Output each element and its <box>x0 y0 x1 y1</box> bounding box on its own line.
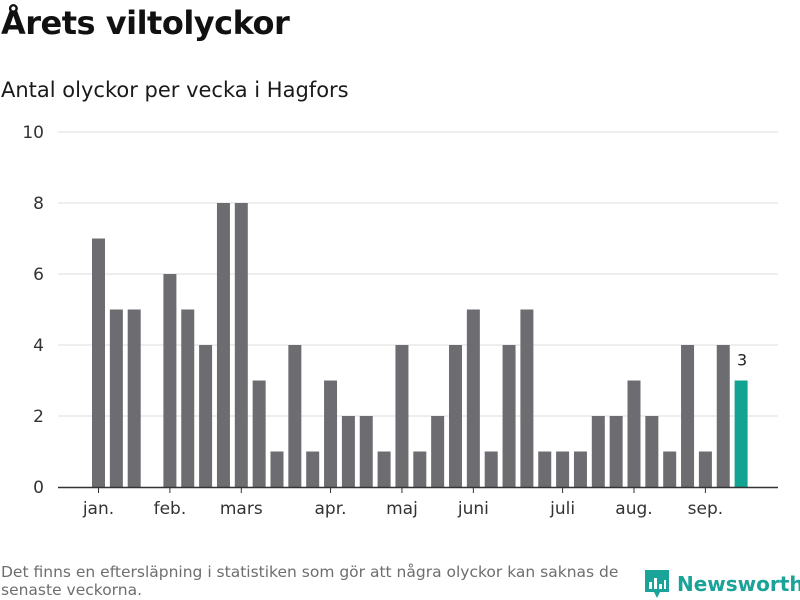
bar <box>359 416 373 487</box>
chart-title: Årets viltolyckor <box>1 4 290 42</box>
y-tick-label: 0 <box>33 478 44 498</box>
bar <box>216 203 230 487</box>
x-tick-label: aug. <box>615 499 652 519</box>
bar <box>252 380 266 487</box>
y-tick-label: 2 <box>33 407 44 427</box>
bar <box>627 380 641 487</box>
bar <box>324 380 338 487</box>
bar-highlight <box>734 380 748 487</box>
x-tick-label: apr. <box>315 499 347 519</box>
bar <box>520 309 534 487</box>
bar <box>484 451 498 487</box>
x-tick-label: juni <box>457 499 489 519</box>
bar <box>466 309 480 487</box>
y-tick-label: 4 <box>33 336 44 356</box>
bar <box>306 451 320 487</box>
bar <box>395 345 409 487</box>
bar <box>538 451 552 487</box>
bar <box>502 345 516 487</box>
bar <box>109 309 123 487</box>
bar <box>163 274 177 487</box>
brand-name: Newsworthy <box>677 572 800 596</box>
bar <box>449 345 462 487</box>
x-tick-label: feb. <box>154 499 187 519</box>
bar <box>270 451 284 487</box>
bar <box>591 416 605 487</box>
bar <box>698 451 712 487</box>
bar <box>716 345 730 487</box>
bar <box>609 416 623 487</box>
chart-subtitle: Antal olyckor per vecka i Hagfors <box>1 78 349 102</box>
x-tick-label: juli <box>549 499 575 519</box>
bar <box>341 416 355 487</box>
brand-logo: Newsworthy <box>644 569 800 599</box>
bar <box>431 416 445 487</box>
bar <box>663 451 677 487</box>
data-label: 3 <box>737 351 747 370</box>
bar <box>681 345 695 487</box>
bar <box>573 451 587 487</box>
footnote: Det finns en eftersläpning i statistiken… <box>1 563 619 599</box>
bar <box>92 238 105 487</box>
bar <box>199 345 213 487</box>
bar <box>645 416 659 487</box>
x-tick-label: maj <box>386 499 418 519</box>
bar <box>288 345 302 487</box>
y-tick-label: 10 <box>22 123 44 143</box>
bar <box>377 451 391 487</box>
bar <box>234 203 248 487</box>
bar <box>127 309 141 487</box>
x-tick-label: mars <box>220 499 263 519</box>
y-tick-label: 8 <box>33 194 44 214</box>
y-tick-label: 6 <box>33 265 44 285</box>
bar <box>181 309 195 487</box>
x-tick-label: jan. <box>82 499 114 519</box>
x-tick-label: sep. <box>688 499 724 519</box>
newsworthy-logo-icon <box>645 570 669 598</box>
bar <box>413 451 427 487</box>
bar <box>556 451 570 487</box>
